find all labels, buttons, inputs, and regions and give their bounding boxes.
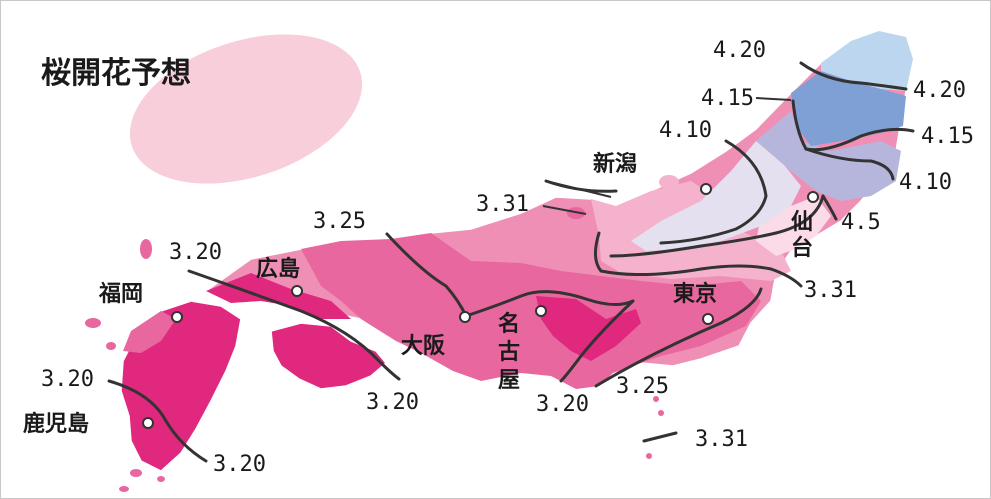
date-label: 4.5 bbox=[841, 210, 881, 235]
isoline-4-20 bbox=[799, 61, 908, 91]
zone-tip bbox=[821, 31, 913, 91]
city-dots bbox=[142, 183, 819, 429]
city-label-sendai-1: 仙 bbox=[791, 209, 813, 235]
date-label: 3.20 bbox=[169, 240, 222, 265]
date-label: 4.15 bbox=[701, 86, 754, 111]
city-label-nagoya: 名古屋 bbox=[498, 311, 520, 393]
zone-3-20-nagoya bbox=[536, 296, 641, 361]
isoline-3-25-main bbox=[464, 290, 635, 318]
isoline-3-31-south bbox=[642, 431, 678, 443]
city-label-niigata: 新潟 bbox=[593, 151, 637, 177]
date-label: 3.20 bbox=[366, 390, 419, 415]
date-label: 4.15 bbox=[921, 124, 974, 149]
city-label-fukuoka: 福岡 bbox=[98, 282, 143, 307]
city-dot-icon bbox=[291, 285, 303, 297]
shikoku bbox=[270, 322, 388, 390]
date-label: 3.20 bbox=[41, 367, 94, 392]
date-label: 4.20 bbox=[913, 78, 966, 103]
isoline-4-15 bbox=[791, 99, 915, 152]
city-label-sendai: 仙台 bbox=[791, 209, 813, 261]
isoline-4-10-east bbox=[804, 147, 895, 181]
isoline-4-5-east bbox=[821, 194, 838, 221]
city-dot-icon bbox=[459, 311, 471, 323]
city-label-sendai-2: 台 bbox=[791, 235, 813, 261]
date-label: 3.20 bbox=[536, 392, 589, 417]
date-label: 4.20 bbox=[713, 38, 766, 63]
city-label-nagoya-2: 古 bbox=[498, 339, 520, 365]
leader-lines bbox=[542, 97, 792, 215]
city-dot-icon bbox=[702, 313, 714, 325]
kyushu-north bbox=[123, 311, 176, 353]
city-label-hiroshima: 広島 bbox=[256, 256, 300, 282]
city-label-nagoya-3: 屋 bbox=[498, 368, 520, 393]
city-dot-icon bbox=[535, 305, 547, 317]
city-label-kagoshima: 鹿児島 bbox=[23, 411, 89, 437]
zone-4-10 bbox=[631, 141, 801, 251]
isoline-3-25-east bbox=[594, 287, 763, 388]
city-label-nagoya-1: 名 bbox=[498, 311, 520, 337]
date-label: 3.20 bbox=[213, 452, 266, 477]
date-label: 3.25 bbox=[313, 209, 366, 234]
city-labels: 新潟 仙台 広島 福岡 大阪 名古屋 東京 鹿児島 bbox=[23, 151, 813, 437]
date-label: 4.10 bbox=[899, 170, 952, 195]
isoline-4-5 bbox=[609, 194, 825, 258]
city-dot-icon bbox=[700, 183, 712, 195]
date-labels: 4.20 4.20 4.15 4.15 4.10 4.10 4.5 3.31 3… bbox=[41, 38, 974, 477]
city-label-tokyo: 東京 bbox=[673, 281, 717, 307]
isoline-3-25-west bbox=[385, 232, 468, 318]
date-label: 4.10 bbox=[659, 118, 712, 143]
city-label-osaka: 大阪 bbox=[401, 334, 445, 359]
isoline-4-10 bbox=[659, 139, 768, 245]
zone-4-20 bbox=[791, 71, 906, 146]
map-title: 桜開花予想 bbox=[41, 56, 191, 91]
title-blob bbox=[129, 34, 363, 184]
isoline-3-20-west bbox=[187, 269, 401, 381]
zone-3-25 bbox=[301, 233, 761, 389]
city-dot-icon bbox=[142, 417, 154, 429]
city-dot-icon bbox=[807, 191, 819, 203]
date-label: 3.31 bbox=[695, 427, 748, 452]
date-label: 3.25 bbox=[616, 374, 669, 399]
isoline-3-20-kyushu bbox=[107, 379, 208, 463]
isoline-3-20-nagoya bbox=[559, 299, 635, 383]
city-dot-icon bbox=[171, 311, 183, 323]
zone-3-20-west bbox=[206, 273, 351, 319]
date-label: 3.31 bbox=[476, 192, 529, 217]
date-label: 3.31 bbox=[804, 278, 857, 303]
